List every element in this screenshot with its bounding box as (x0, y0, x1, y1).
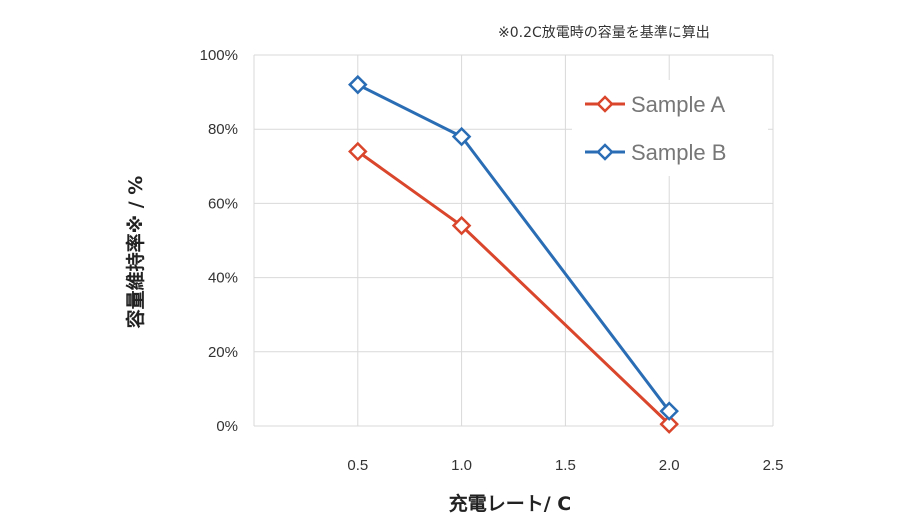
data-point-marker (348, 74, 368, 95)
legend: Sample A Sample B (572, 80, 768, 176)
legend-label: Sample A (631, 92, 725, 117)
chart-note: ※0.2C放電時の容量を基準に算出 (498, 25, 710, 41)
y-tick-label: 80% (208, 121, 238, 138)
x-tick-label: 2.0 (659, 457, 680, 474)
y-tick-label: 0% (216, 418, 238, 435)
y-tick-label: 60% (208, 195, 238, 212)
series-0 (348, 141, 679, 434)
x-axis-title: 充電レート/ C (449, 492, 572, 515)
series-line (356, 150, 671, 426)
x-tick-label: 1.5 (555, 457, 576, 474)
data-point-marker (451, 126, 472, 147)
x-tick-label: 1.0 (451, 457, 472, 474)
legend-label: Sample B (631, 140, 726, 165)
data-point-marker (451, 215, 472, 236)
data-point-marker (659, 414, 679, 434)
data-point-marker (659, 401, 679, 421)
legend-item: Sample B (585, 140, 726, 165)
series-1 (348, 74, 679, 421)
legend-item: Sample A (585, 92, 725, 117)
y-tick-label: 40% (208, 270, 238, 287)
series-group (348, 74, 679, 434)
x-tick-label: 0.5 (347, 457, 368, 474)
legend-marker (596, 143, 614, 161)
y-axis-title: 容量維持率※ / % (124, 176, 147, 329)
y-tick-label: 100% (200, 47, 238, 64)
x-tick-label: 2.5 (763, 457, 784, 474)
y-tick-label: 20% (208, 344, 238, 361)
tick-labels: 0% 20% 40% 60% 80% 100% 0.5 1.0 1.5 2.0 2.5 (200, 47, 784, 474)
legend-marker (596, 95, 614, 113)
data-point-marker (348, 141, 368, 162)
